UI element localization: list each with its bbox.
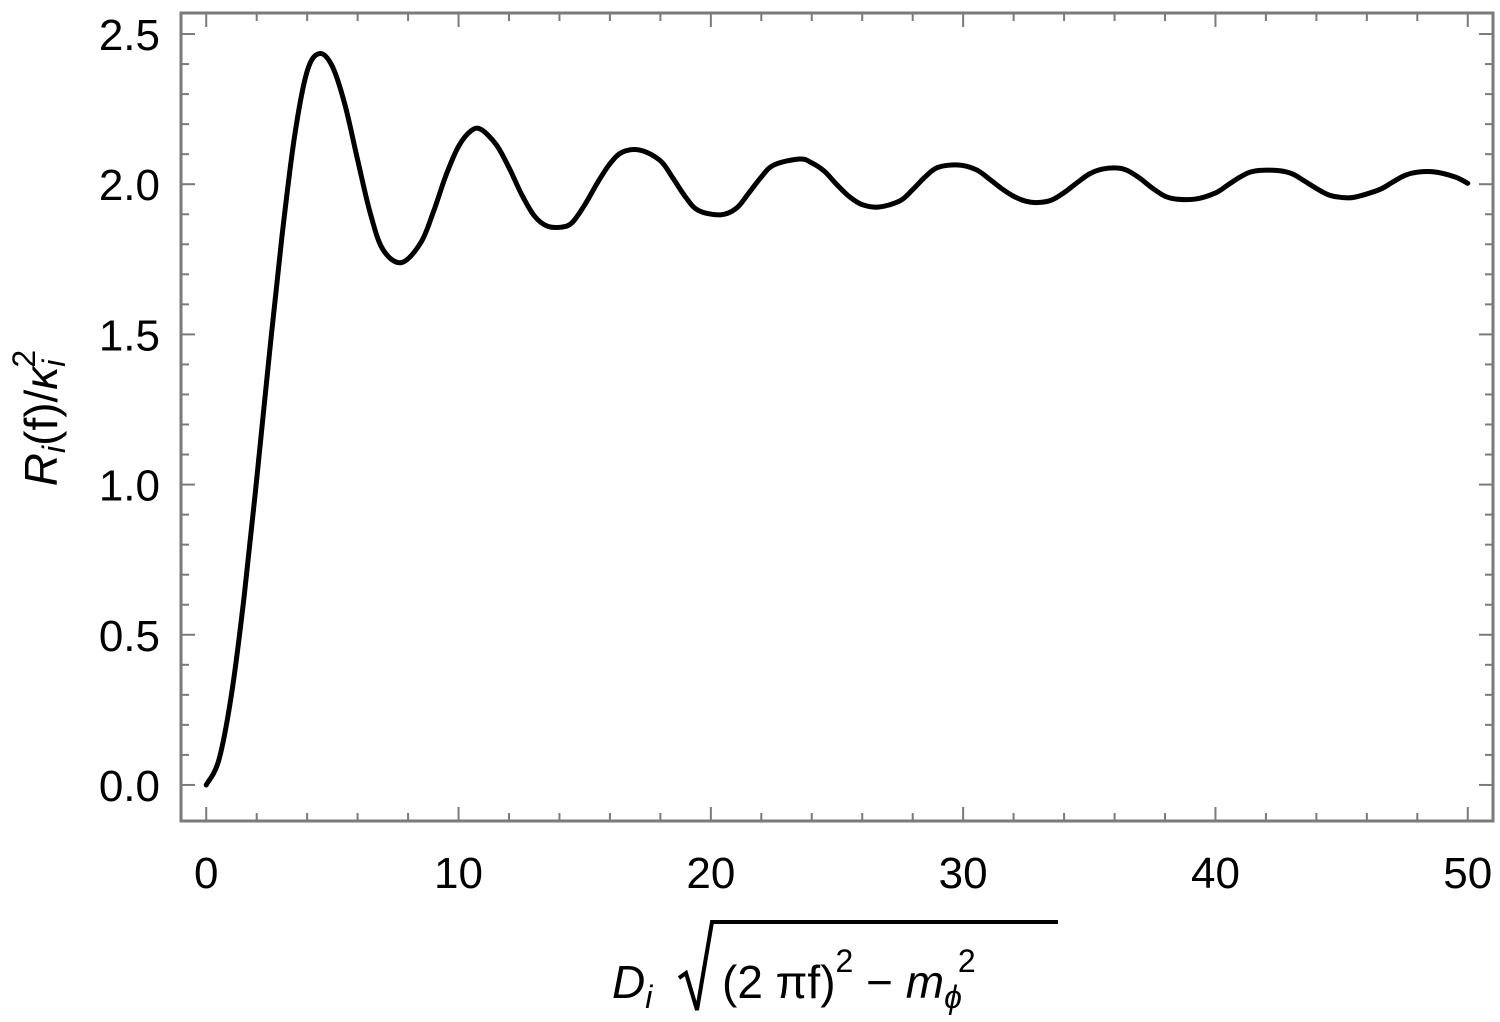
tick-marks <box>181 13 1493 821</box>
y-tick-label: 2.5 <box>99 11 160 60</box>
x-tick-label: 20 <box>686 849 735 898</box>
x-tick-label: 50 <box>1443 849 1492 898</box>
radical-sign <box>677 920 1058 1011</box>
tick-labels: 0 10 20 30 40 50 0.0 0.5 1.0 1.5 2.0 2.5 <box>99 11 1492 898</box>
y-axis-label: Ri(f)/κi2 <box>6 350 72 486</box>
series-line <box>203 51 1471 788</box>
svg-text:(2 πf)2 − mϕ2: (2 πf)2 − mϕ2 <box>722 943 976 1015</box>
x-axis-label: Di (2 πf)2 − mϕ2 <box>612 920 1058 1015</box>
y-tick-label: 0.0 <box>99 762 160 811</box>
y-tick-label: 1.0 <box>99 462 160 511</box>
x-tick-label: 40 <box>1191 849 1240 898</box>
plot-frame <box>179 11 1495 823</box>
x-tick-label: 30 <box>939 849 988 898</box>
y-tick-label: 2.0 <box>99 161 160 210</box>
svg-text:Di: Di <box>612 956 653 1015</box>
x-tick-label: 0 <box>194 849 218 898</box>
y-tick-label: 1.5 <box>99 311 160 360</box>
y-tick-label: 0.5 <box>99 612 160 661</box>
x-tick-label: 10 <box>434 849 483 898</box>
